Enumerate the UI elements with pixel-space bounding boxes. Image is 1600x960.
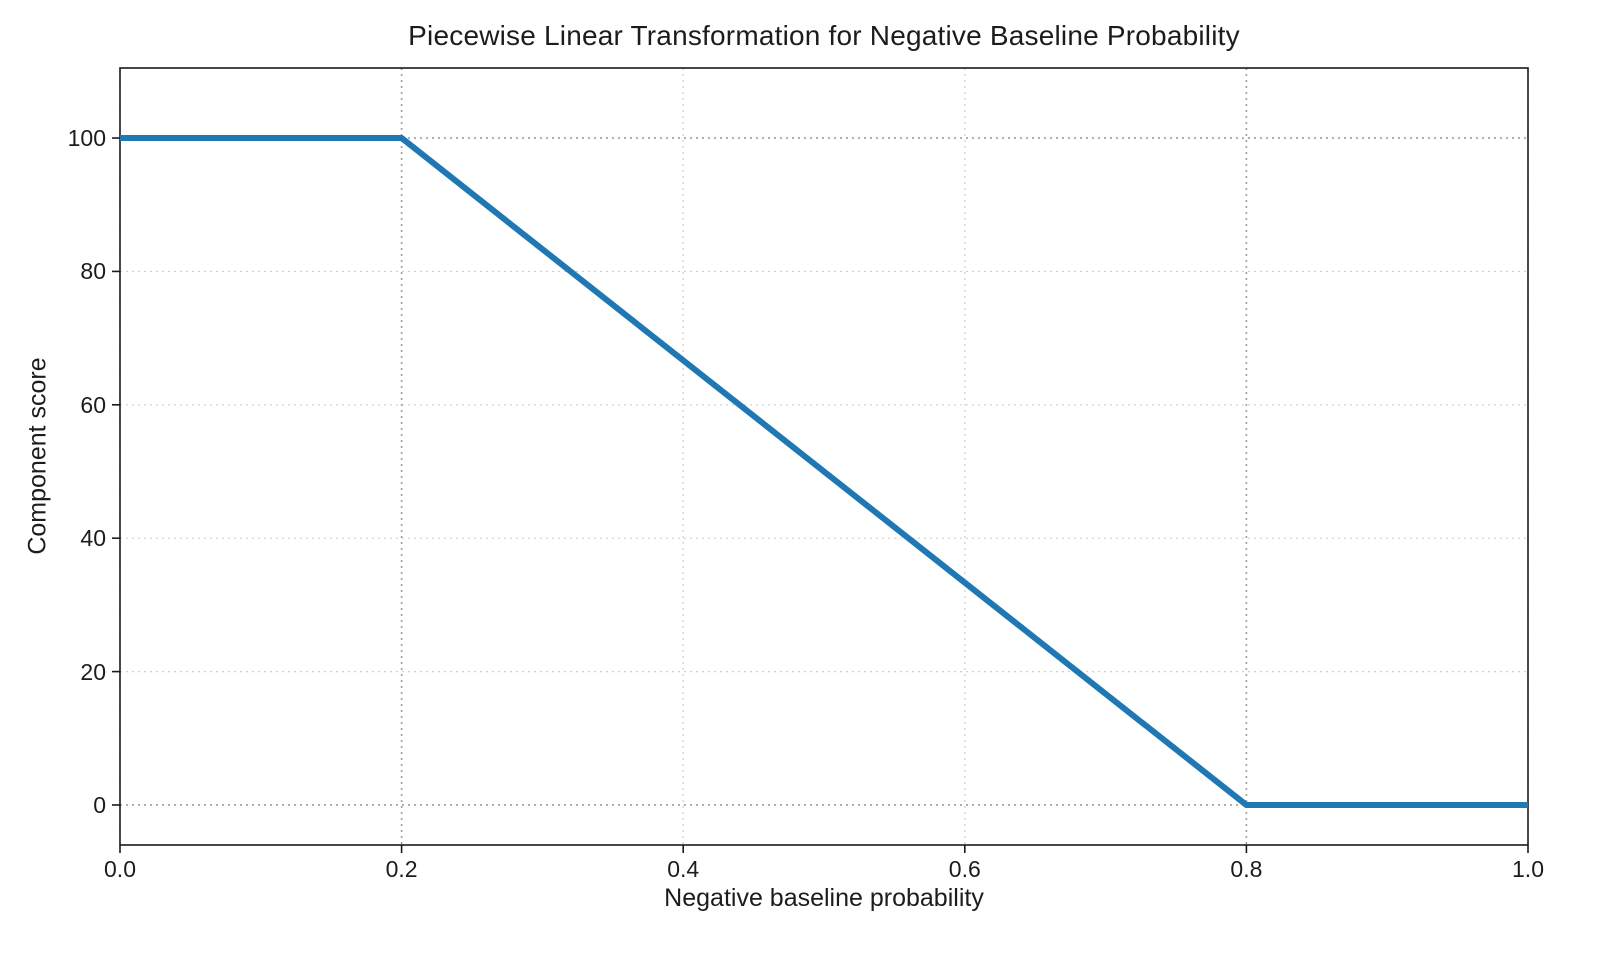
x-tick-label: 1.0 bbox=[1512, 856, 1544, 882]
axes-border bbox=[119, 67, 1529, 846]
y-tick-label: 40 bbox=[80, 525, 106, 552]
x-tick-label: 0.6 bbox=[948, 856, 981, 882]
y-tick-label: 60 bbox=[80, 391, 106, 418]
y-tick-label: 100 bbox=[67, 125, 106, 152]
series-line-component-score-transform bbox=[120, 135, 1528, 808]
x-tick-label: 0.2 bbox=[385, 856, 418, 882]
chart-title: Piecewise Linear Transformation for Nega… bbox=[408, 20, 1240, 51]
y-tick-label: 0 bbox=[93, 791, 106, 818]
y-tick-label: 80 bbox=[80, 258, 106, 285]
x-tick-label: 0.4 bbox=[667, 856, 700, 882]
x-axis-title: Negative baseline probability bbox=[664, 884, 984, 912]
x-tick-label: 0.0 bbox=[104, 856, 136, 882]
y-tick-label: 20 bbox=[80, 658, 106, 685]
x-tick-label: 0.8 bbox=[1230, 856, 1263, 882]
